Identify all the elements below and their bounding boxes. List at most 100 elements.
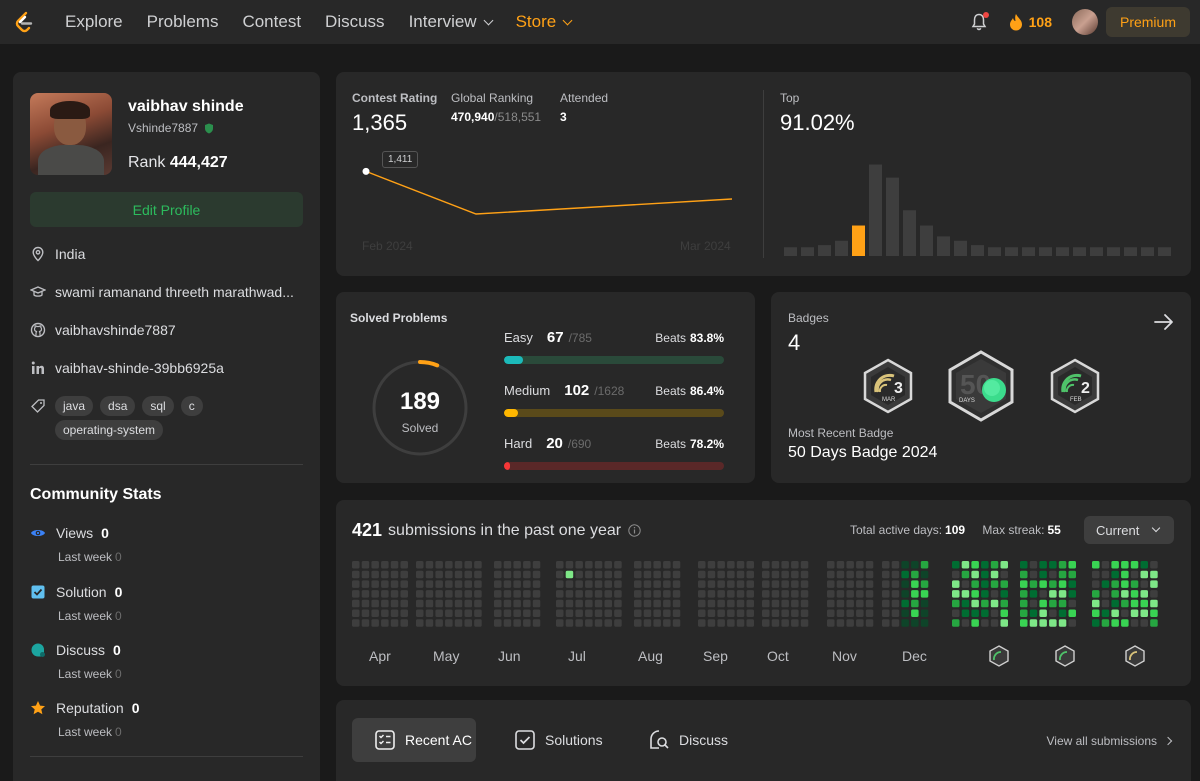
rating-point[interactable]	[362, 167, 370, 175]
histogram-bar[interactable]	[937, 236, 950, 256]
heatmap-cell[interactable]	[523, 570, 531, 579]
heatmap-cell[interactable]	[698, 599, 706, 608]
histogram-bar[interactable]	[886, 177, 899, 256]
heatmap-cell[interactable]	[791, 580, 799, 588]
heatmap-cell[interactable]	[901, 580, 909, 588]
heatmap-cell[interactable]	[1058, 590, 1067, 598]
heatmap-cell[interactable]	[1029, 580, 1038, 588]
heatmap-cell[interactable]	[1150, 619, 1158, 627]
histogram-bar[interactable]	[1090, 247, 1103, 256]
heatmap-cell[interactable]	[836, 570, 845, 579]
heatmap-cell[interactable]	[653, 619, 661, 627]
heatmap-cell[interactable]	[990, 599, 999, 608]
heatmap-cell[interactable]	[1111, 570, 1119, 579]
heatmap-cell[interactable]	[911, 619, 919, 627]
heatmap-cell[interactable]	[653, 580, 661, 588]
heatmap-cell[interactable]	[1049, 580, 1057, 588]
heatmap-cell[interactable]	[575, 609, 583, 618]
heatmap-cell[interactable]	[961, 580, 970, 588]
heatmap-cell[interactable]	[800, 561, 809, 569]
heatmap-cell[interactable]	[390, 599, 399, 608]
heatmap-cell[interactable]	[911, 570, 919, 579]
histogram-bar[interactable]	[1073, 247, 1086, 256]
heatmap-cell[interactable]	[634, 570, 642, 579]
heatmap-cell[interactable]	[882, 580, 890, 588]
heatmap-cell[interactable]	[1039, 619, 1047, 627]
submission-heatmap[interactable]	[352, 558, 1182, 686]
skill-tag[interactable]: c	[180, 396, 203, 416]
heatmap-cell[interactable]	[717, 570, 725, 579]
heatmap-cell[interactable]	[503, 619, 512, 627]
histogram-bar[interactable]	[1056, 247, 1069, 256]
heatmap-cell[interactable]	[371, 619, 379, 627]
heatmap-cell[interactable]	[634, 609, 642, 618]
heatmap-cell[interactable]	[614, 619, 622, 627]
heatmap-cell[interactable]	[532, 580, 541, 588]
heatmap-cell[interactable]	[474, 580, 482, 588]
heatmap-cell[interactable]	[400, 561, 409, 569]
heatmap-cell[interactable]	[891, 609, 900, 618]
heatmap-cell[interactable]	[532, 599, 541, 608]
heatmap-cell[interactable]	[614, 590, 622, 598]
heatmap-cell[interactable]	[585, 590, 593, 598]
heatmap-cell[interactable]	[762, 599, 770, 608]
heatmap-cell[interactable]	[634, 561, 642, 569]
heatmap-cell[interactable]	[513, 609, 521, 618]
heatmap-cell[interactable]	[1068, 609, 1077, 618]
heatmap-cell[interactable]	[653, 599, 661, 608]
heatmap-cell[interactable]	[961, 590, 970, 598]
heatmap-cell[interactable]	[1121, 561, 1129, 569]
heatmap-cell[interactable]	[1068, 561, 1077, 569]
heatmap-cell[interactable]	[614, 599, 622, 608]
rating-distribution-histogram[interactable]	[782, 156, 1172, 256]
heatmap-cell[interactable]	[614, 580, 622, 588]
heatmap-cell[interactable]	[643, 609, 652, 618]
heatmap-cell[interactable]	[698, 561, 706, 569]
heatmap-cell[interactable]	[736, 619, 745, 627]
heatmap-cell[interactable]	[1039, 599, 1047, 608]
heatmap-cell[interactable]	[920, 570, 929, 579]
heatmap-cell[interactable]	[464, 609, 473, 618]
heatmap-cell[interactable]	[981, 599, 989, 608]
heatmap-cell[interactable]	[1150, 609, 1158, 618]
heatmap-cell[interactable]	[416, 619, 424, 627]
heatmap-cell[interactable]	[762, 580, 770, 588]
heatmap-cell[interactable]	[454, 609, 463, 618]
heatmap-cell[interactable]	[425, 619, 434, 627]
heatmap-cell[interactable]	[846, 570, 854, 579]
heatmap-cell[interactable]	[891, 561, 900, 569]
heatmap-cell[interactable]	[663, 570, 671, 579]
histogram-bar[interactable]	[869, 164, 882, 256]
heatmap-cell[interactable]	[556, 580, 564, 588]
heatmap-cell[interactable]	[454, 570, 463, 579]
heatmap-cell[interactable]	[1101, 609, 1110, 618]
heatmap-cell[interactable]	[1020, 561, 1028, 569]
heatmap-cell[interactable]	[920, 590, 929, 598]
heatmap-cell[interactable]	[390, 619, 399, 627]
heatmap-cell[interactable]	[634, 619, 642, 627]
heatmap-cell[interactable]	[390, 590, 399, 598]
histogram-bar[interactable]	[1022, 247, 1035, 256]
difficulty-easy[interactable]: Easy 67 /785 Beats 83.8%	[504, 329, 724, 364]
heatmap-cell[interactable]	[865, 570, 874, 579]
heatmap-cell[interactable]	[990, 561, 999, 569]
heatmap-cell[interactable]	[1111, 599, 1119, 608]
heatmap-cell[interactable]	[435, 599, 443, 608]
heatmap-cell[interactable]	[1058, 609, 1067, 618]
heatmap-cell[interactable]	[791, 590, 799, 598]
heatmap-cell[interactable]	[1058, 570, 1067, 579]
heatmap-cell[interactable]	[762, 609, 770, 618]
skill-tag[interactable]: java	[55, 396, 94, 416]
heatmap-cell[interactable]	[445, 590, 453, 598]
heatmap-cell[interactable]	[454, 590, 463, 598]
heatmap-cell[interactable]	[981, 619, 989, 627]
heatmap-cell[interactable]	[707, 570, 716, 579]
histogram-bar[interactable]	[903, 210, 916, 256]
heatmap-cell[interactable]	[836, 619, 845, 627]
heatmap-cell[interactable]	[836, 599, 845, 608]
heatmap-cell[interactable]	[1049, 570, 1057, 579]
heatmap-cell[interactable]	[1020, 609, 1028, 618]
heatmap-cell[interactable]	[727, 619, 735, 627]
heatmap-cell[interactable]	[952, 570, 960, 579]
heatmap-cell[interactable]	[445, 619, 453, 627]
